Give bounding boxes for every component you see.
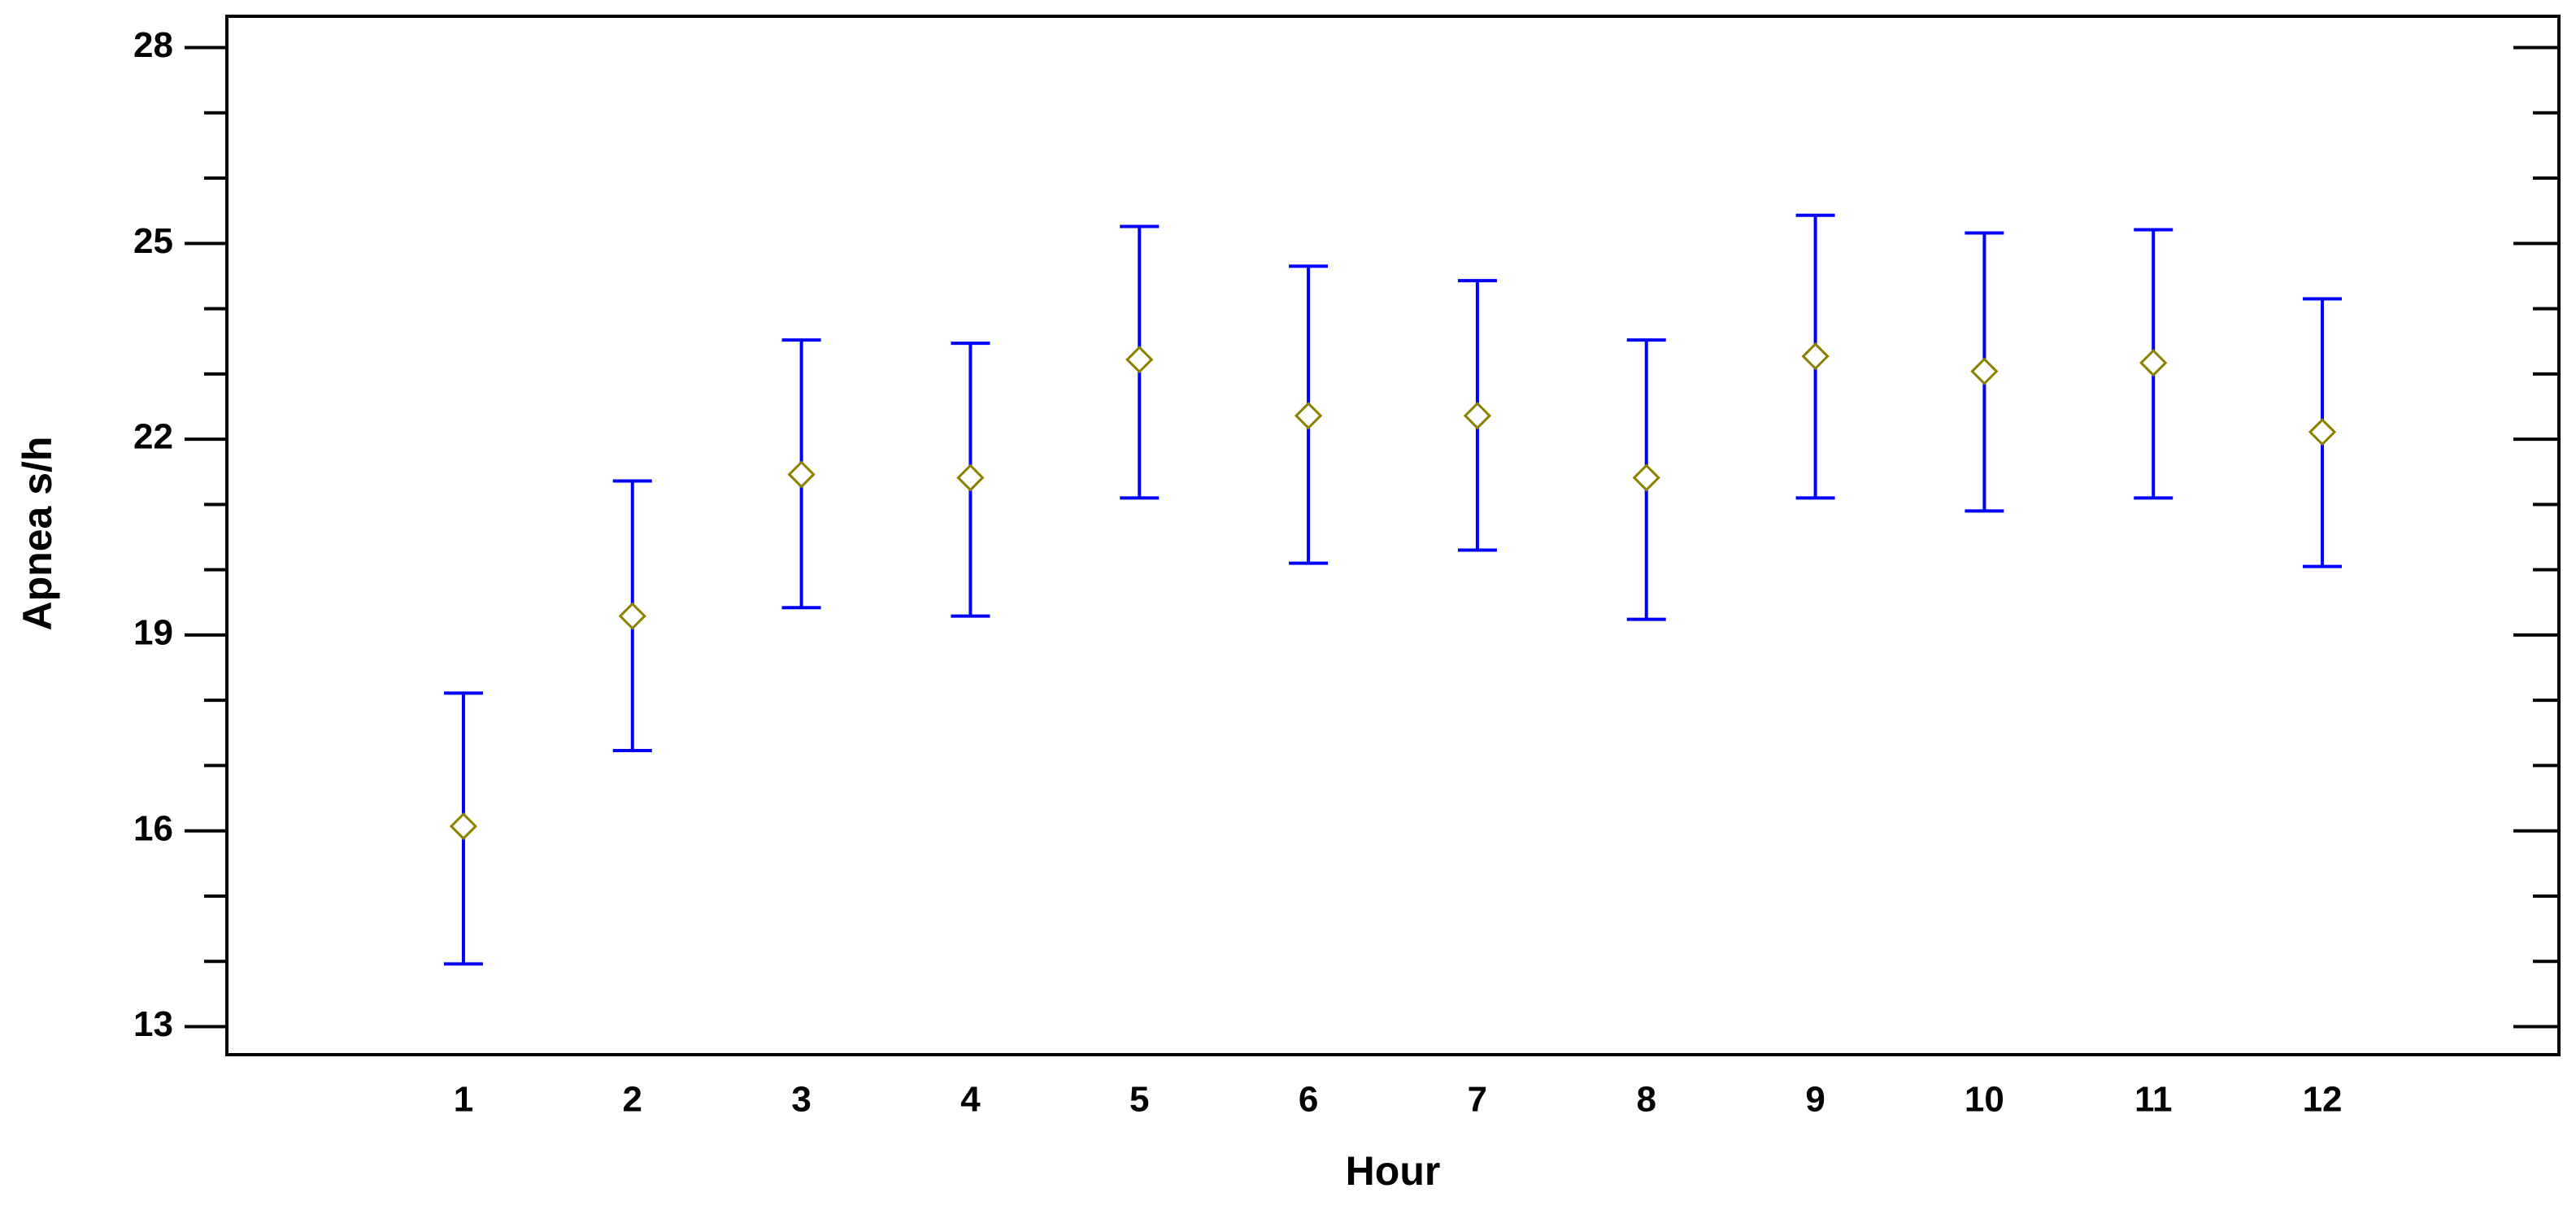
x-tick-label: 9: [1805, 1080, 1825, 1120]
x-tick-label: 5: [1129, 1080, 1149, 1120]
mean-marker: [1970, 357, 1999, 385]
y-tick-label: 19: [133, 613, 173, 653]
plot-frame: [225, 15, 2561, 1056]
x-tick-label: 3: [791, 1080, 811, 1120]
mean-marker: [1294, 402, 1323, 430]
y-tick-label: 28: [133, 25, 173, 65]
mean-marker: [787, 460, 816, 489]
y-tick-label: 25: [133, 221, 173, 261]
y-axis-label: Apnea s/h: [15, 437, 60, 631]
x-axis-label: Hour: [1346, 1148, 1441, 1194]
x-tick-label: 7: [1468, 1080, 1487, 1120]
x-tick-label: 12: [2303, 1080, 2343, 1120]
mean-marker: [1801, 342, 1830, 371]
x-tick-label: 6: [1299, 1080, 1318, 1120]
x-tick-label: 2: [623, 1080, 642, 1120]
x-tick-label: 10: [1965, 1080, 2004, 1120]
mean-marker: [618, 602, 646, 630]
mean-marker: [1463, 402, 1492, 430]
x-tick-label: 4: [960, 1080, 981, 1120]
mean-marker: [1125, 346, 1154, 374]
mean-marker: [449, 812, 478, 841]
y-tick-label: 22: [133, 417, 173, 457]
y-tick-label: 16: [133, 808, 173, 848]
x-tick-label: 11: [2134, 1080, 2173, 1120]
x-tick-label: 1: [454, 1080, 473, 1120]
mean-marker: [2139, 349, 2168, 377]
mean-marker: [1632, 464, 1660, 492]
mean-marker: [2308, 418, 2337, 446]
y-tick-label: 13: [133, 1004, 173, 1044]
x-tick-label: 8: [1636, 1080, 1656, 1120]
mean-marker: [956, 464, 985, 492]
